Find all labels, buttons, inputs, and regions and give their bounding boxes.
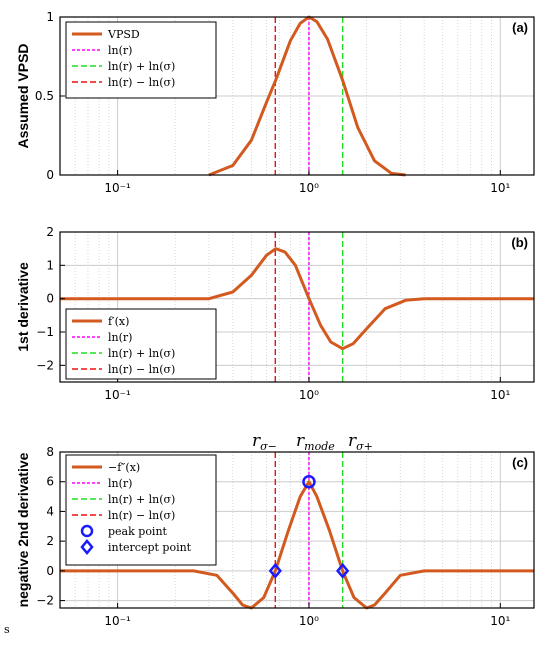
y-axis-label: Assumed VPSD [15, 43, 31, 148]
x-tick-label: 10⁻¹ [104, 181, 131, 195]
x-tick-label: 10⁰ [299, 614, 319, 628]
intercept-point-marker-0 [268, 562, 282, 579]
legend-label: −f″(x) [108, 461, 140, 474]
y-tick-label: 2 [46, 225, 54, 239]
legend-entry-2: ln(r) + ln(σ) [72, 60, 175, 73]
y-tick-label: 1 [46, 258, 54, 272]
legend: f′(x) ln(r) ln(r) + ln(σ) ln(r) − ln(σ) [65, 308, 217, 380]
legend-entry-0: f′(x) [72, 315, 129, 328]
x-tick-label: 10⁻¹ [104, 614, 131, 628]
series-line-main [60, 247, 534, 351]
y-tick-label: 8 [46, 445, 54, 459]
y-tick-label: −1 [36, 325, 54, 339]
legend-label: f′(x) [108, 315, 129, 328]
legend-entry-2: ln(r) + ln(σ) [72, 493, 175, 506]
legend-label: ln(r) − ln(σ) [108, 363, 175, 376]
x-tick-label: 10¹ [490, 614, 510, 628]
legend-label: ln(r) + ln(σ) [108, 60, 175, 73]
y-tick-label: 1 [46, 10, 54, 24]
peak-point-marker [302, 474, 316, 489]
legend-entry-5: intercept point [80, 539, 192, 555]
legend-entry-1: ln(r) [72, 477, 132, 490]
panel-label: (b) [511, 235, 528, 250]
r-sigma-minus-label: rσ− [252, 431, 277, 453]
y-tick-label: −2 [36, 594, 54, 608]
legend-label: ln(r) − ln(σ) [108, 76, 175, 89]
panel-label: (a) [512, 20, 528, 35]
legend-label: ln(r) − ln(σ) [108, 509, 175, 522]
panel-a: 10⁻¹ 10⁰ 10¹ 0 0.5 1 Assumed VPSD (a) VPSD ln(r) l… [15, 10, 535, 195]
legend-entry-3: ln(r) − ln(σ) [72, 76, 175, 89]
y-axis-label: 1st derivative [15, 262, 31, 352]
x-tick-label: 10¹ [490, 181, 510, 195]
stray-character: s [4, 623, 10, 636]
y-tick-label: 6 [46, 475, 54, 489]
panel-c: 10⁻¹ 10⁰ 10¹ −2 0 2 4 6 8 negative 2nd derivative… [15, 445, 535, 628]
panel-label: (c) [512, 455, 528, 470]
legend-box [65, 21, 217, 99]
y-tick-label: 2 [46, 534, 54, 548]
plot-frame [59, 231, 535, 383]
legend-entry-0: VPSD [72, 28, 140, 41]
legend-entry-0: −f″(x) [72, 461, 140, 474]
legend-entry-3: ln(r) − ln(σ) [72, 363, 175, 376]
r-sigma-plus-label: rσ+ [348, 431, 373, 453]
x-tick-label: 10¹ [490, 388, 510, 402]
x-tick-label: 10⁻¹ [104, 388, 131, 402]
legend: VPSD ln(r) ln(r) + ln(σ) ln(r) − ln(σ) [65, 21, 217, 99]
x-tick-label: 10⁰ [299, 388, 319, 402]
y-tick-label: −2 [36, 358, 54, 372]
legend-entry-4: peak point [80, 524, 168, 538]
legend-entry-2: ln(r) + ln(σ) [72, 347, 175, 360]
legend: −f″(x) ln(r) ln(r) + ln(σ) ln(r) − ln(σ) pea… [65, 454, 217, 566]
legend-swatch-circle [80, 524, 94, 538]
x-tick-label: 10⁰ [299, 181, 319, 195]
legend-entry-1: ln(r) [72, 331, 132, 344]
legend-swatch-diamond [80, 539, 94, 555]
intercept-point-marker-1 [336, 562, 350, 579]
panel-b: 10⁻¹ 10⁰ 10¹ −2 −1 0 1 2 1st derivative (b) f′(x) l… [15, 225, 535, 402]
legend-label: ln(r) [108, 44, 132, 57]
y-tick-label: 4 [46, 504, 54, 518]
y-tick-label: 0 [46, 564, 54, 578]
legend-label: ln(r) [108, 331, 132, 344]
legend-label: ln(r) + ln(σ) [108, 493, 175, 506]
legend-label: ln(r) [108, 477, 132, 490]
legend-label: ln(r) + ln(σ) [108, 347, 175, 360]
legend-label: VPSD [107, 28, 140, 41]
legend-entry-3: ln(r) − ln(σ) [72, 509, 175, 522]
plot-frame [59, 451, 535, 609]
y-tick-label: 0 [46, 292, 54, 306]
y-tick-label: 0.5 [35, 89, 54, 103]
series-line-main [60, 480, 534, 610]
y-axis-label: negative 2nd derivative [15, 452, 31, 607]
y-tick-label: 0 [46, 168, 54, 182]
r-mode-label: rmode [296, 431, 335, 453]
legend-label: intercept point [108, 541, 192, 554]
legend-label: peak point [108, 525, 168, 538]
legend-entry-1: ln(r) [72, 44, 132, 57]
